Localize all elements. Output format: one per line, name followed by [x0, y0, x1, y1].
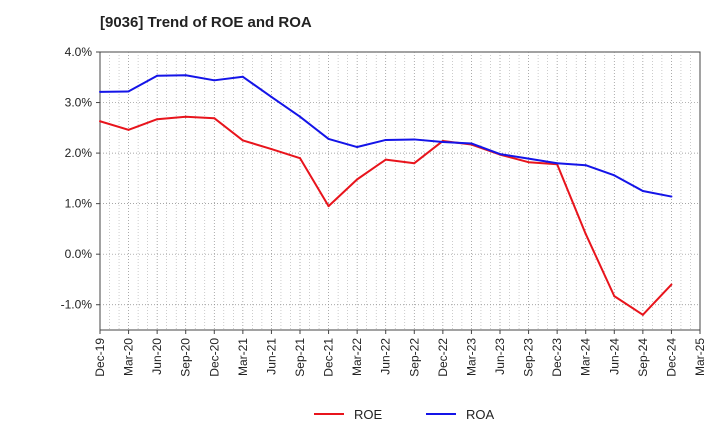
data-point-roe	[384, 158, 387, 161]
data-point-roa	[413, 138, 416, 141]
x-tick-label: Jun-23	[493, 338, 507, 375]
x-tick-label: Jun-20	[150, 338, 164, 375]
data-point-roe	[270, 148, 273, 151]
x-tick-label: Jun-21	[264, 338, 278, 375]
data-point-roe	[613, 295, 616, 298]
x-tick-label: Mar-22	[350, 338, 364, 376]
data-point-roa	[670, 195, 673, 198]
y-tick-label: 2.0%	[65, 146, 93, 160]
x-tick-label: Sep-23	[522, 338, 536, 377]
x-tick-label: Dec-19	[93, 338, 107, 377]
data-point-roa	[241, 75, 244, 78]
x-tick-label: Mar-24	[579, 338, 593, 376]
data-point-roa	[299, 115, 301, 118]
data-point-roa	[270, 95, 273, 98]
x-tick-label: Dec-21	[322, 338, 336, 377]
x-tick-label: Sep-20	[179, 338, 193, 377]
data-point-roe	[99, 120, 101, 123]
data-point-roe	[584, 232, 587, 235]
plot-area	[99, 51, 701, 331]
data-point-roe	[241, 139, 244, 142]
data-point-roa	[584, 164, 587, 167]
data-point-roa	[356, 146, 359, 149]
data-point-roa	[184, 74, 187, 77]
y-tick-label: 0.0%	[65, 247, 93, 261]
x-tick-label: Dec-23	[550, 338, 564, 377]
data-point-roa	[470, 142, 473, 145]
chart-title: [9036] Trend of ROE and ROA	[100, 14, 312, 31]
data-point-roa	[327, 137, 330, 140]
x-tick-label: Mar-23	[464, 338, 478, 376]
legend-label-roe: ROE	[354, 407, 383, 422]
x-tick-label: Dec-22	[436, 338, 450, 377]
data-point-roe	[156, 118, 159, 121]
data-point-roe	[641, 313, 644, 316]
data-point-roa	[527, 157, 530, 160]
x-tick-label: Jun-22	[379, 338, 393, 375]
data-point-roa	[556, 162, 559, 165]
data-point-roe	[527, 161, 530, 164]
x-tick-label: Sep-22	[407, 338, 421, 377]
data-point-roa	[156, 74, 159, 77]
data-point-roa	[213, 79, 216, 82]
data-point-roa	[613, 174, 616, 177]
data-point-roa	[499, 153, 501, 156]
y-tick-label: 1.0%	[65, 197, 93, 211]
legend-label-roa: ROA	[466, 407, 495, 422]
x-tick-label: Sep-24	[636, 338, 650, 377]
y-tick-label: 4.0%	[65, 45, 93, 59]
x-tick-label: Dec-24	[664, 338, 678, 377]
data-point-roa	[641, 190, 644, 192]
y-tick-label: 3.0%	[65, 96, 93, 110]
data-point-roa	[99, 90, 101, 93]
y-tick-label: -1.0%	[61, 298, 93, 312]
x-tick-label: Dec-20	[207, 338, 221, 377]
data-point-roe	[127, 128, 130, 131]
x-tick-label: Jun-24	[607, 338, 621, 375]
data-point-roa	[127, 90, 130, 93]
x-tick-label: Mar-21	[236, 338, 250, 376]
x-tick-label: Mar-25	[693, 338, 707, 376]
data-point-roe	[413, 162, 416, 165]
data-point-roe	[327, 205, 330, 208]
x-tick-label: Sep-21	[293, 338, 307, 377]
x-tick-label: Mar-20	[122, 338, 136, 376]
data-point-roe	[184, 115, 187, 118]
data-point-roe	[213, 117, 216, 120]
data-point-roe	[299, 157, 301, 160]
data-point-roa	[441, 140, 444, 143]
data-point-roe	[670, 283, 673, 286]
data-point-roe	[356, 178, 359, 181]
data-point-roa	[384, 138, 387, 141]
